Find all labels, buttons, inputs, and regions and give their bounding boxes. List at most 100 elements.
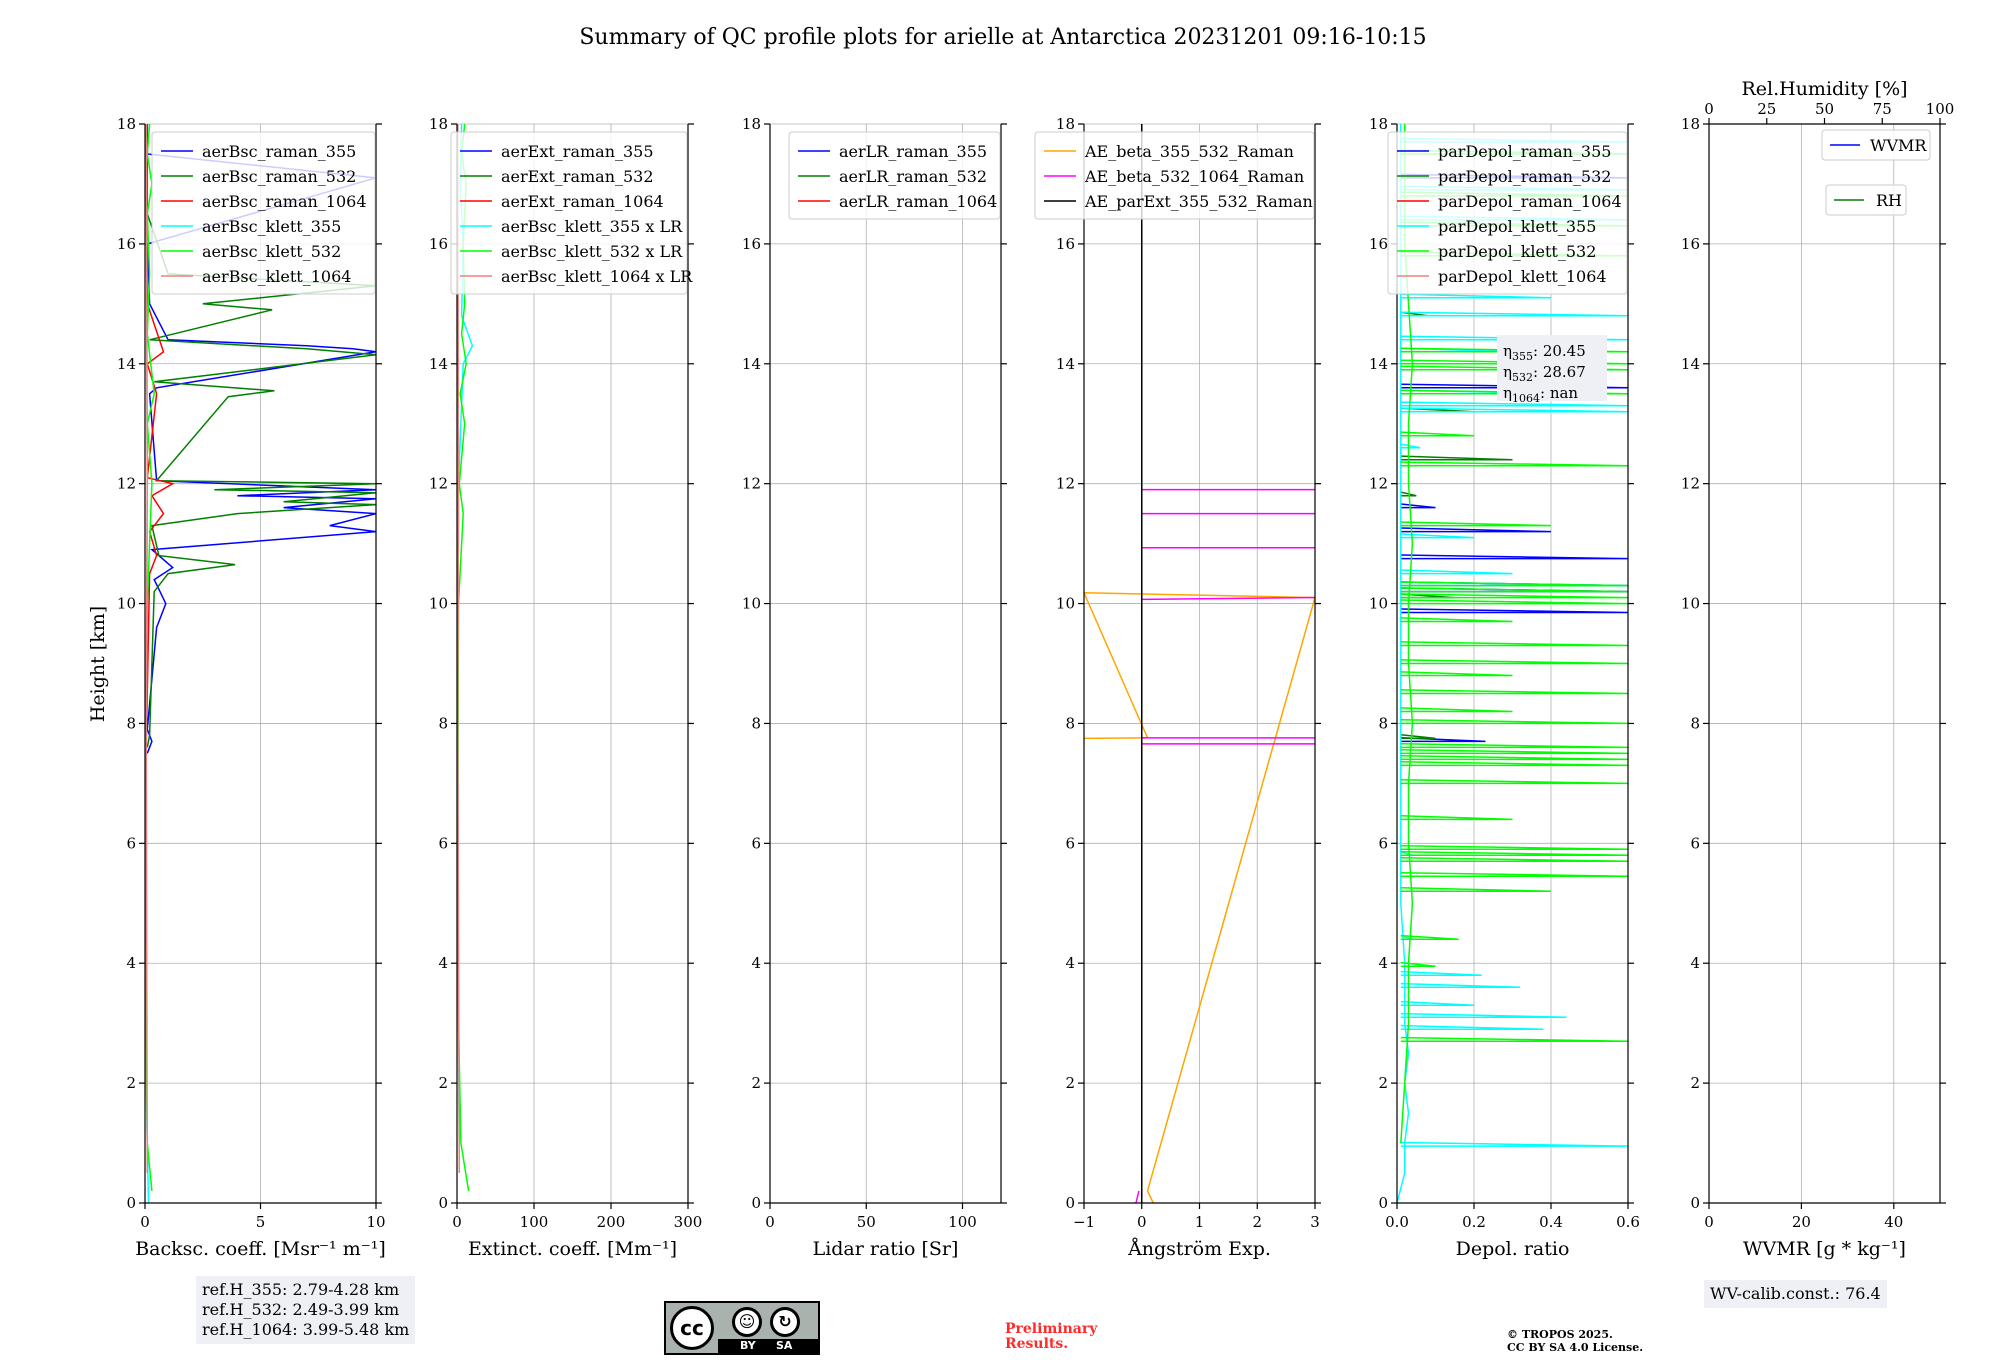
legend: aerLR_raman_355 aerLR_raman_532 aerLR_rama…: [788, 131, 1001, 220]
legend-label: aerBsc_klett_1064: [202, 267, 351, 286]
series-pardepol-klett-532-spike: [1400, 707, 1513, 713]
y-tick-label: 18: [117, 115, 136, 133]
y-tick-label: 4: [751, 954, 761, 972]
y-tick-label: 4: [1690, 954, 1700, 972]
x-axis: −1 0 1 2 3: [1073, 1203, 1320, 1231]
eta-value: η532: 28.67: [1503, 363, 1586, 384]
legend-frame: [1825, 184, 1907, 216]
gridlines: [1083, 123, 1316, 1204]
legend-frame: [151, 131, 376, 295]
eta-value: η1064: nan: [1503, 384, 1578, 405]
x-tick-label: 100: [520, 1213, 549, 1231]
y-tick-label: 8: [126, 714, 136, 732]
y-tick-label: 12: [742, 475, 761, 493]
x-axis-label: Depol. ratio: [1456, 1238, 1570, 1260]
reference-heights-box: ref.H_355: 2.79-4.28 km ref.H_532: 2.49-…: [196, 1276, 416, 1344]
ref-height-355: ref.H_355: 2.79-4.28 km: [202, 1280, 400, 1299]
series-pardepol-klett-355-spike: [1400, 335, 1628, 341]
y-tick-label: 14: [429, 355, 448, 373]
y-tick-label: 16: [1056, 235, 1075, 253]
y-tick-label: 6: [1690, 834, 1700, 852]
y-tick-label: 16: [742, 235, 761, 253]
x-axis-label: Lidar ratio [Sr]: [813, 1238, 959, 1260]
series-pardepol-klett-532-spike: [1400, 815, 1513, 821]
y-tick-label: 16: [1369, 235, 1388, 253]
eta-value: η355: 20.45: [1503, 342, 1586, 363]
ref-height-532: ref.H_532: 2.49-3.99 km: [202, 1300, 400, 1319]
y-tick-label: 6: [1378, 834, 1388, 852]
series-pardepol-klett-355-spike: [1400, 1000, 1475, 1006]
y-axis: 0 2 4 6 8 10 12 14 16 18: [429, 115, 694, 1212]
x-tick-label: 40: [1884, 1213, 1903, 1231]
x-axis: 0.0 0.2 0.4 0.6: [1385, 1203, 1640, 1231]
series-pardepol-raman-355-spike: [1400, 554, 1628, 560]
legend-label: aerLR_raman_532: [839, 167, 987, 186]
legend-label: aerBsc_raman_355: [202, 142, 356, 161]
x-axis: 0 5 10: [140, 1203, 386, 1231]
legend-label: aerLR_raman_1064: [839, 192, 997, 211]
x-tick-label: 0: [1704, 1213, 1714, 1231]
series-pardepol-klett-532-spike: [1400, 961, 1436, 967]
preliminary-line-1: Preliminary: [1005, 1321, 1098, 1337]
series-pardepol-klett-355-spike: [1400, 1141, 1628, 1147]
y-tick-label: 8: [438, 714, 448, 732]
y-tick-label: 18: [1056, 115, 1075, 133]
y-tick-label: 10: [1681, 595, 1700, 613]
y-tick-label: 6: [1065, 834, 1075, 852]
y-axis: 0 2 4 6 8 10 12 14 16 18: [1681, 115, 1946, 1212]
y-axis: 0 2 4 6 8 10 12 14 16 18: [742, 115, 1007, 1212]
series-ae-beta-355-532-raman-line: [1084, 592, 1315, 1203]
y-tick-label: 10: [429, 595, 448, 613]
y-tick-label: 12: [1369, 475, 1388, 493]
legend-label: aerBsc_klett_532 x LR: [501, 242, 683, 261]
x-tick-label: 100: [948, 1213, 977, 1231]
y-tick-label: 14: [742, 355, 761, 373]
cc-by-sa-license-badge: cc ☺ ↻ BY SA: [664, 1301, 820, 1355]
series-group: [1084, 124, 1315, 1203]
y-tick-label: 6: [126, 834, 136, 852]
series-pardepol-klett-532-spike: [1400, 755, 1628, 761]
legend-label: WVMR: [1870, 136, 1927, 155]
x-axis-label: Extinct. coeff. [Mm⁻¹]: [468, 1238, 677, 1260]
license-by-label: BY: [740, 1339, 756, 1352]
legend-label: aerExt_raman_532: [501, 167, 654, 186]
y-tick-label: 2: [438, 1074, 448, 1092]
x-tick-label: 0.2: [1462, 1213, 1486, 1231]
panel-backscatter: 0 2 4 6 8 10 12 14 16 18 0 5 10 Backsc. coeff. [Msr⁻¹…: [117, 115, 386, 1260]
x-tick-label: 0: [765, 1213, 775, 1231]
series-pardepol-klett-532-spike: [1400, 389, 1628, 395]
y-tick-label: 0: [126, 1194, 136, 1212]
legend-label: AE_beta_532_1064_Raman: [1084, 167, 1304, 186]
legend: aerBsc_raman_355 aerBsc_raman_532 aerBsc_r…: [151, 131, 376, 295]
series-pardepol-klett-532-spike: [1400, 871, 1628, 878]
legend-label: aerLR_raman_355: [839, 142, 987, 161]
series-aerbsc-raman-355-line: [146, 124, 376, 754]
x-tick-label: 0: [1137, 1213, 1147, 1231]
legend-label: aerBsc_raman_532: [202, 167, 356, 186]
series-pardepol-klett-532-spike: [1400, 779, 1628, 785]
series-pardepol-klett-355-spike: [1400, 533, 1475, 539]
x-tick-label: 0.0: [1385, 1213, 1409, 1231]
series-pardepol-klett-532-spike: [1400, 359, 1628, 365]
series-pardepol-klett-532-spike: [1400, 844, 1628, 851]
y-tick-label: 0: [1065, 1194, 1075, 1212]
legend-label: parDepol_raman_355: [1438, 142, 1611, 161]
y-tick-label: 8: [1065, 714, 1075, 732]
y-tick-label: 2: [1065, 1074, 1075, 1092]
x-tick-label: 200: [597, 1213, 626, 1231]
series-ae-beta-532-1064-raman-segment: [1141, 596, 1315, 601]
series-pardepol-raman-355-spike: [1400, 383, 1628, 389]
series-pardepol-klett-532-spike: [1400, 689, 1628, 695]
legend-label: AE_parExt_355_532_Raman: [1084, 192, 1313, 211]
series-pardepol-klett-532-spike: [1400, 365, 1628, 371]
series-pardepol-raman-532-spike: [1400, 734, 1436, 740]
series-pardepol-klett-532-spike: [1400, 719, 1628, 725]
legend-frame: [1034, 131, 1315, 220]
y-tick-label: 18: [742, 115, 761, 133]
legend-frame: [1387, 131, 1628, 295]
y-tick-label: 10: [1056, 595, 1075, 613]
top-x-tick-label: 100: [1926, 100, 1955, 118]
ref-height-1064: ref.H_1064: 3.99-5.48 km: [202, 1320, 410, 1339]
